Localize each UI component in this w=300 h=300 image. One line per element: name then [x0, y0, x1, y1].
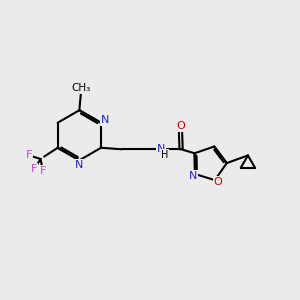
Text: N: N [75, 160, 83, 170]
Text: N: N [157, 144, 166, 154]
Text: CH₃: CH₃ [71, 83, 90, 93]
Text: F: F [40, 166, 46, 176]
Text: N: N [101, 116, 109, 125]
Text: O: O [176, 121, 185, 131]
Text: F: F [26, 150, 33, 161]
Text: H: H [161, 150, 169, 160]
Text: F: F [31, 164, 37, 174]
Text: O: O [213, 177, 222, 187]
Text: N: N [188, 171, 197, 182]
